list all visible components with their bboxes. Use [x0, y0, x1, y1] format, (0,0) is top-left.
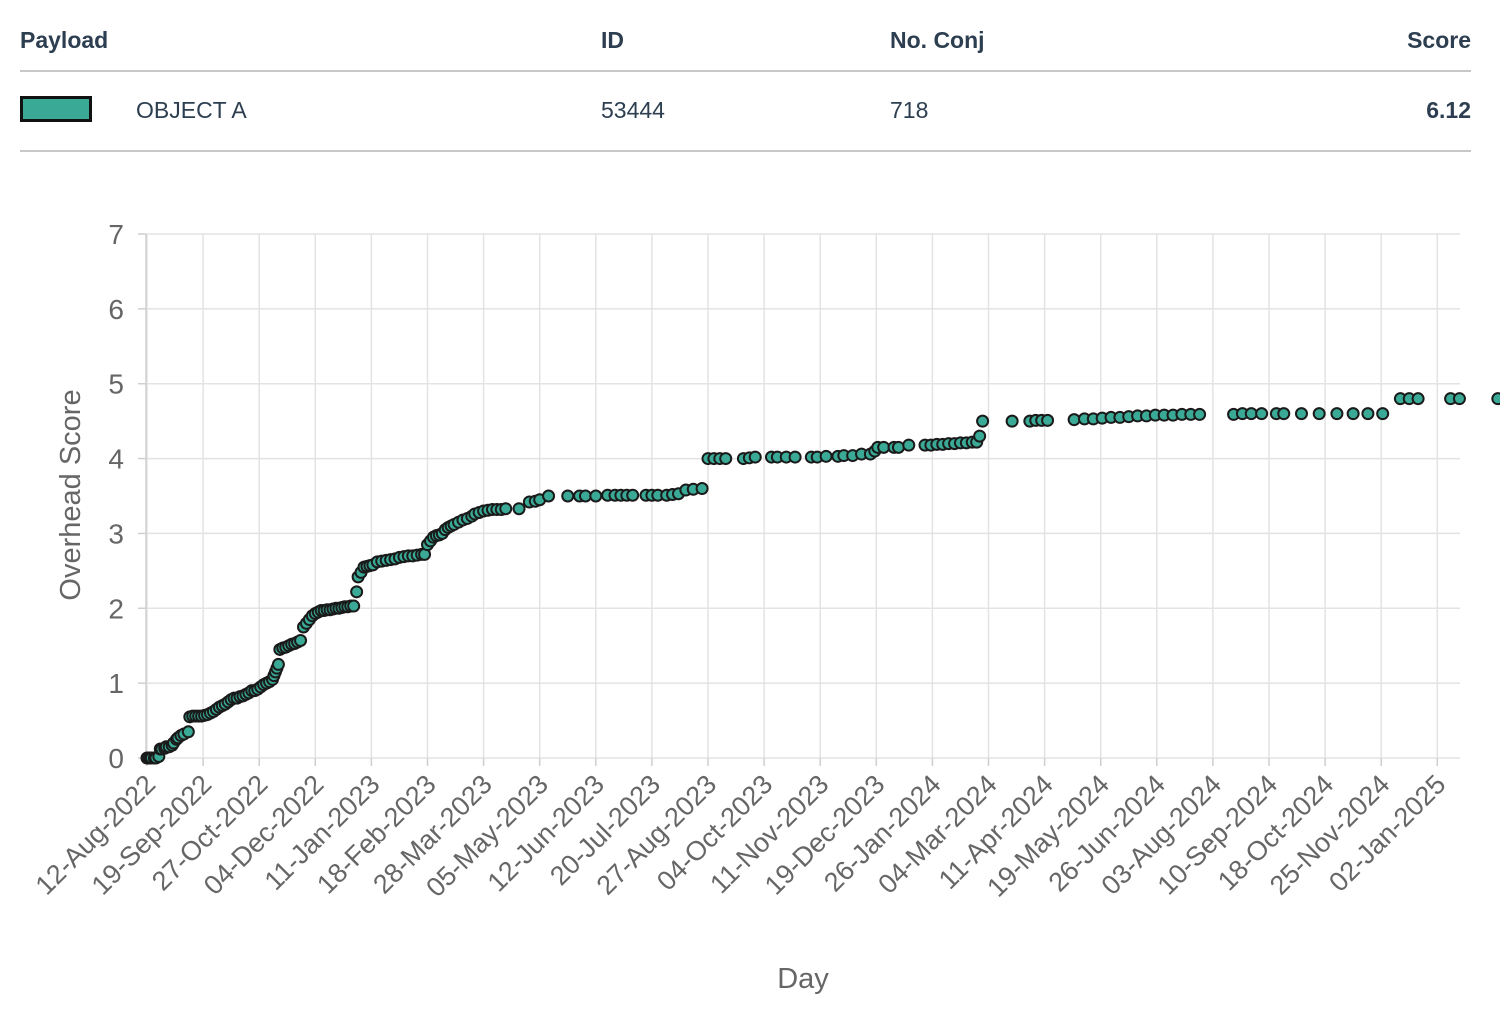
payload-no-conj: 718 — [890, 97, 929, 123]
y-tick-label: 4 — [108, 444, 124, 475]
data-point[interactable] — [902, 438, 916, 452]
y-tick-label: 2 — [108, 593, 124, 624]
data-point[interactable] — [347, 599, 361, 613]
data-point[interactable] — [1255, 407, 1269, 421]
x-tick-labels: 12-Aug-202219-Sep-202227-Oct-202204-Dec-… — [30, 769, 1452, 903]
data-point[interactable] — [748, 450, 762, 464]
data-point[interactable] — [294, 633, 308, 647]
data-point[interactable] — [788, 450, 802, 464]
data-point[interactable] — [512, 502, 526, 516]
data-point[interactable] — [1330, 407, 1344, 421]
header-score[interactable]: Score — [1407, 27, 1471, 53]
data-point[interactable] — [499, 502, 513, 516]
data-point[interactable] — [561, 489, 575, 503]
data-point[interactable] — [271, 657, 285, 671]
data-point[interactable] — [1346, 407, 1360, 421]
grid — [138, 233, 1460, 766]
y-tick-label: 6 — [108, 294, 124, 325]
y-axis-label: Overhead Score — [55, 389, 87, 600]
data-point[interactable] — [1361, 407, 1375, 421]
data-point[interactable] — [891, 440, 905, 454]
data-point[interactable] — [1312, 407, 1326, 421]
table-header: Payload ID No. Conj Score — [20, 0, 1471, 72]
data-point[interactable] — [695, 482, 709, 496]
y-tick-label: 5 — [108, 369, 124, 400]
data-point[interactable] — [819, 449, 833, 463]
y-tick-label: 1 — [108, 668, 124, 699]
data-point[interactable] — [542, 489, 556, 503]
data-point[interactable] — [181, 725, 195, 739]
data-point[interactable] — [1067, 413, 1081, 427]
data-point[interactable] — [1294, 407, 1308, 421]
payload-name: OBJECT A — [136, 97, 247, 123]
payload-id: 53444 — [601, 97, 665, 123]
score-scatter-chart: 0 1 2 3 4 5 6 7 12-Aug-202219-Sep-202227-Oct-20… — [30, 219, 1500, 995]
data-points — [140, 392, 1500, 765]
data-point[interactable] — [626, 488, 640, 502]
y-tick-label: 7 — [108, 219, 124, 250]
data-point[interactable] — [1041, 413, 1055, 427]
data-point[interactable] — [1005, 414, 1019, 428]
header-id[interactable]: ID — [601, 27, 624, 53]
data-point[interactable] — [1452, 392, 1466, 406]
data-point[interactable] — [1491, 392, 1500, 406]
data-point[interactable] — [1411, 392, 1425, 406]
x-axis-label: Day — [777, 963, 829, 995]
data-point[interactable] — [350, 585, 364, 599]
data-point[interactable] — [719, 452, 733, 466]
header-payload[interactable]: Payload — [20, 27, 109, 53]
y-tick-labels: 0 1 2 3 4 5 6 7 — [108, 219, 124, 774]
table-row[interactable]: OBJECT A 53444 718 6.12 — [20, 72, 1471, 152]
data-point[interactable] — [976, 414, 990, 428]
y-tick-label: 3 — [108, 518, 124, 549]
data-point[interactable] — [1277, 407, 1291, 421]
color-swatch — [20, 96, 92, 122]
header-no-conj[interactable]: No. Conj — [890, 27, 985, 53]
payload-table: Payload ID No. Conj Score OBJECT A 53444… — [20, 0, 1471, 152]
payload-score: 6.12 — [1426, 97, 1471, 123]
data-point[interactable] — [1376, 407, 1390, 421]
data-point[interactable] — [1193, 407, 1207, 421]
data-point[interactable] — [973, 429, 987, 443]
data-point[interactable] — [589, 489, 603, 503]
y-tick-label: 0 — [108, 743, 124, 774]
